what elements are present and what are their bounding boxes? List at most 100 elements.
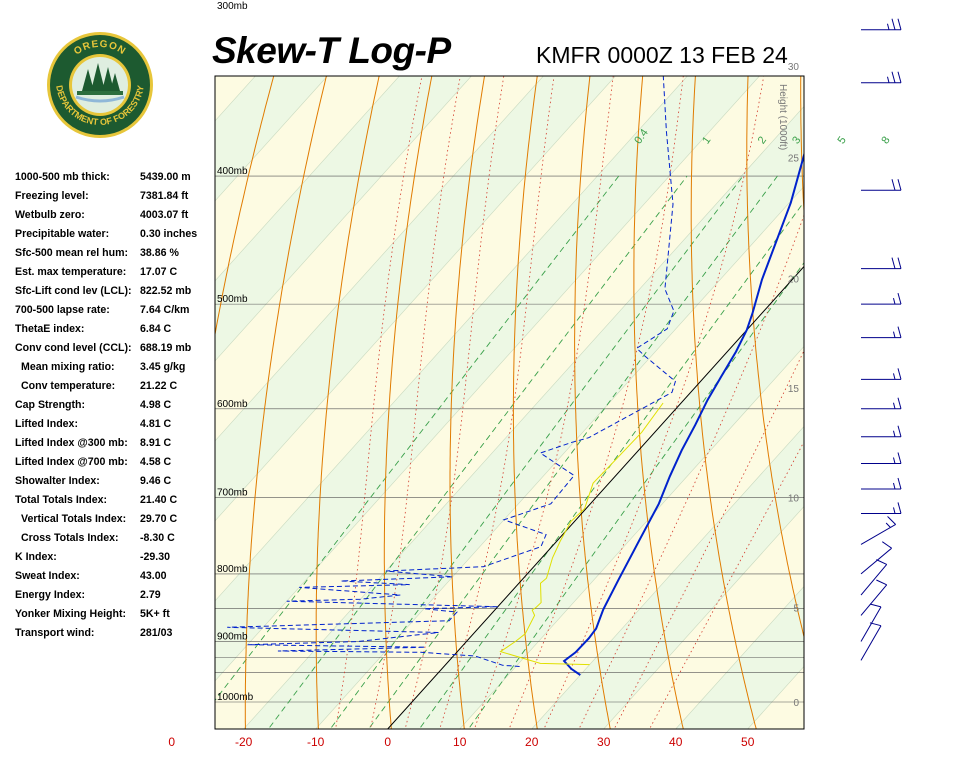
temperature-tick-label: 0 [384, 735, 391, 749]
parcel-trace [499, 402, 664, 666]
index-row: ThetaE index: 6.84 C [15, 320, 211, 339]
index-value: 5439.00 m [140, 171, 191, 183]
height-axis-title: Height (1000ft) [777, 84, 788, 150]
station-time-subtitle: KMFR 0000Z 13 FEB 24 [536, 42, 788, 68]
index-row: Conv temperature: 21.22 C [15, 377, 211, 396]
wind-barb-flag [876, 579, 887, 586]
mixing-ratio-label: 1 [700, 134, 713, 146]
index-label: Mean mixing ratio: [21, 361, 115, 373]
index-label: Lifted Index @300 mb: [15, 437, 128, 449]
wind-barb-flag [897, 326, 902, 338]
wind-barb-flag [897, 425, 902, 437]
index-label: Sfc-Lift cond lev (LCL): [15, 285, 132, 297]
dry-adiabat [904, 0, 960, 735]
index-row: Total Totals Index: 21.40 C [15, 491, 211, 510]
index-row: K Index: -29.30 [15, 548, 211, 567]
wind-barb-flag [897, 502, 902, 514]
dry-adiabat [449, 76, 486, 729]
wind-barb-flag [881, 541, 892, 549]
isotherm-line [459, 345, 804, 729]
wind-barb-half [893, 402, 896, 409]
isotherm-line [215, 76, 688, 602]
wind-barb-half [893, 430, 896, 437]
wind-barb-flag [897, 452, 902, 464]
isotherm-band [0, 76, 39, 729]
isotherm-line [315, 185, 804, 729]
index-value: 2.79 [140, 589, 161, 601]
dry-adiabat [383, 76, 433, 729]
pressure-label: 900mb [217, 632, 248, 643]
wind-barb-half [893, 331, 896, 338]
height-tick-label: 0 [793, 698, 799, 709]
index-value: 29.70 C [140, 513, 178, 525]
isotherm-band [215, 76, 804, 729]
oregon-forestry-logo: OREGON DEPARTMENT OF FORESTRY [47, 32, 153, 138]
dry-adiabat [800, 76, 804, 221]
wind-barb-flag [897, 368, 902, 380]
height-tick-label: 15 [788, 384, 800, 395]
mixing-ratio-label: 3 [790, 134, 803, 146]
wind-barb-staff [860, 564, 888, 596]
temperature-trace [562, 151, 804, 676]
index-value: 822.52 mb [140, 285, 192, 297]
index-label: 1000-500 mb thick: [15, 171, 110, 183]
index-row: Wetbulb zero: 4003.07 ft [15, 206, 211, 225]
index-value: 4.81 C [140, 418, 172, 430]
height-tick-label: 20 [788, 275, 800, 286]
mixing-ratio-label: 8 [879, 134, 892, 146]
pressure-label: 1000mb [217, 692, 254, 703]
wind-barb-half [887, 23, 890, 30]
isotherm-line [820, 76, 960, 729]
index-value: 43.00 [140, 570, 167, 582]
index-row: Conv cond level (CCL): 688.19 mb [15, 339, 211, 358]
index-label: Energy Index: [15, 589, 86, 601]
wind-barb-half [885, 522, 891, 528]
wind-barb-flag [897, 71, 902, 83]
index-row: Transport wind: 281/03 [15, 624, 211, 643]
mixing-ratio-line [467, 261, 804, 729]
pressure-label: 300mb [217, 1, 248, 12]
temperature-tick-label: 40 [669, 735, 683, 749]
index-label: Conv temperature: [21, 380, 116, 392]
pressure-label: 600mb [217, 399, 248, 410]
index-label: 700-500 lapse rate: [15, 304, 110, 316]
wind-barb-flag [897, 397, 902, 409]
dry-adiabat [746, 76, 804, 639]
dry-adiabat [244, 76, 327, 729]
pressure-label: 500mb [217, 294, 248, 305]
index-label: Lifted Index @700 mb: [15, 456, 128, 468]
isotherm-line [215, 76, 328, 202]
dry-adiabat [512, 76, 538, 729]
wind-barb-staff [860, 606, 882, 642]
moist-adiabat [508, 76, 684, 729]
zero-degree-isotherm [387, 265, 804, 729]
wind-barb-flag [891, 257, 896, 269]
index-label: Cross Totals Index: [21, 532, 119, 544]
isotherm-line [603, 505, 804, 729]
index-value: -29.30 [140, 551, 171, 563]
index-value: 21.22 C [140, 380, 178, 392]
temperature-tick-label: 10 [453, 735, 467, 749]
isotherm-line [675, 585, 804, 729]
index-value: 4003.07 ft [140, 209, 189, 221]
wind-barb-half [893, 482, 896, 490]
mixing-ratio-label: 2 [756, 134, 769, 146]
index-label: Vertical Totals Index: [21, 513, 127, 525]
index-value: 6.84 C [140, 323, 172, 335]
isotherm-line [215, 76, 472, 362]
isotherm-line [215, 76, 760, 682]
wind-barb-half [893, 457, 896, 464]
moist-adiabat [335, 76, 423, 729]
temperature-tick-label: 50 [741, 735, 755, 749]
index-value: 688.19 mb [140, 342, 192, 354]
mixing-ratio-line [329, 175, 744, 729]
wind-barb-flag [897, 293, 902, 305]
temperature-tick-label: 30 [597, 735, 611, 749]
wind-barb-flag [891, 71, 896, 83]
wind-barb-staff [860, 584, 888, 616]
index-row: Showalter Index: 9.46 C [15, 472, 211, 491]
plot-border [214, 75, 805, 730]
isotherm-line [215, 76, 616, 522]
index-row: 1000-500 mb thick: 5439.00 m [15, 168, 211, 187]
isotherm-line [243, 105, 804, 729]
